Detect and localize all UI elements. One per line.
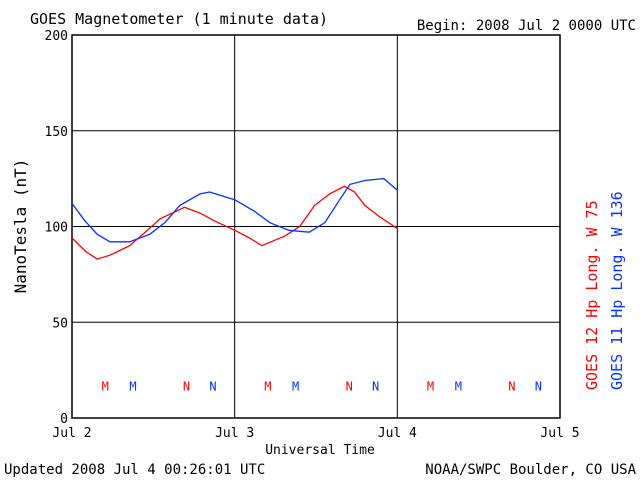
series-line-goes11	[71, 177, 398, 243]
updated-timestamp: Updated 2008 Jul 4 00:26:01 UTC	[4, 462, 265, 478]
y-tick-label: 100	[45, 221, 68, 236]
x-tick-label: Jul 2	[52, 426, 91, 441]
begin-label: Begin: 2008 Jul 2 0000 UTC	[417, 18, 636, 34]
x-tick-label: Jul 4	[378, 426, 417, 441]
x-tick-label: Jul 3	[215, 426, 254, 441]
legend-goes12: GOES 12 Hp Long. W 75	[583, 200, 601, 390]
marker-m: M	[129, 379, 136, 393]
marker-n: N	[372, 379, 379, 393]
source-credit: NOAA/SWPC Boulder, CO USA	[425, 462, 636, 478]
marker-n: N	[209, 379, 216, 393]
y-tick-label: 0	[60, 412, 68, 427]
y-axis-label: NanoTesla (nT)	[11, 159, 30, 294]
marker-n: N	[508, 379, 515, 393]
legend-goes11: GOES 11 Hp Long. W 136	[608, 191, 626, 390]
marker-m: M	[455, 379, 462, 393]
marker-m: M	[102, 379, 109, 393]
chart-title: GOES Magnetometer (1 minute data)	[30, 10, 328, 28]
marker-n: N	[535, 379, 542, 393]
y-tick-label: 200	[45, 29, 68, 44]
marker-m: M	[292, 379, 299, 393]
series-line-goes12	[71, 185, 398, 260]
x-tick-label: Jul 5	[540, 426, 579, 441]
marker-m: M	[264, 379, 271, 393]
y-tick-label: 50	[52, 316, 68, 331]
marker-m: M	[427, 379, 434, 393]
marker-n: N	[183, 379, 190, 393]
x-axis-label: Universal Time	[265, 443, 375, 458]
marker-n: N	[346, 379, 353, 393]
y-tick-label: 150	[45, 125, 68, 140]
